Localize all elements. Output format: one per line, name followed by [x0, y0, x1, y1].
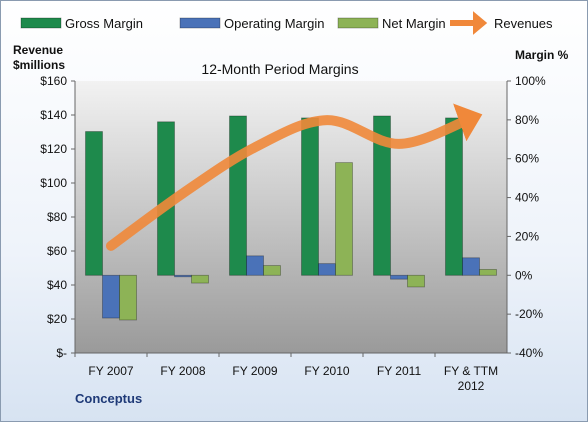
- right-tick-label-4: 40%: [515, 191, 539, 205]
- bar-net-margin-4: [408, 275, 425, 287]
- bar-net-margin-0: [120, 275, 137, 320]
- bar-operating-margin-3: [319, 264, 336, 276]
- left-tick-label-3: $60: [47, 244, 67, 258]
- bar-net-margin-3: [336, 163, 353, 276]
- left-tick-label-5: $100: [40, 176, 67, 190]
- legend-label-3: Revenues: [494, 16, 553, 31]
- legend-swatch-1: [180, 18, 220, 28]
- right-tick-label-3: 20%: [515, 229, 539, 243]
- bar-operating-margin-1: [175, 275, 192, 277]
- left-tick-label-7: $140: [40, 108, 67, 122]
- x-tick-label-2: FY 2009: [232, 364, 277, 378]
- bar-operating-margin-4: [391, 275, 408, 279]
- right-tick-label-0: -40%: [515, 346, 543, 360]
- left-tick-label-8: $160: [40, 74, 67, 88]
- left-axis-title-line2: $millions: [13, 58, 65, 72]
- left-tick-label-6: $120: [40, 142, 67, 156]
- x-tick-label-5-line2: 2012: [458, 379, 485, 393]
- right-tick-label-2: 0%: [515, 268, 533, 282]
- legend: Gross Margin Operating Margin Net Margin Re…: [21, 16, 553, 31]
- chart-title: 12-Month Period Margins: [201, 61, 358, 77]
- legend-label-0: Gross Margin: [65, 16, 143, 31]
- plot-area: [75, 81, 507, 353]
- bar-gross-margin-5: [446, 118, 463, 275]
- bar-gross-margin-3: [302, 118, 319, 275]
- x-tick-label-3: FY 2010: [304, 364, 349, 378]
- x-tick-label-5: FY & TTM: [444, 364, 498, 378]
- x-tick-label-4: FY 2011: [377, 364, 422, 378]
- right-axis-title: Margin %: [515, 48, 569, 62]
- left-tick-label-4: $80: [47, 210, 67, 224]
- company-label: Conceptus: [75, 391, 142, 406]
- bar-net-margin-5: [480, 269, 497, 275]
- bar-operating-margin-5: [463, 258, 480, 275]
- left-axis-title-line1: Revenue: [13, 43, 63, 57]
- left-tick-label-2: $40: [47, 278, 67, 292]
- legend-label-2: Net Margin: [382, 16, 446, 31]
- right-tick-label-1: -20%: [515, 307, 543, 321]
- right-tick-label-5: 60%: [515, 152, 539, 166]
- right-tick-label-6: 80%: [515, 113, 539, 127]
- x-tick-label-0: FY 2007: [88, 364, 133, 378]
- x-tick-label-1: FY 2008: [160, 364, 205, 378]
- bar-net-margin-1: [192, 275, 209, 283]
- bar-operating-margin-0: [103, 275, 120, 318]
- bar-operating-margin-2: [247, 256, 264, 275]
- bar-gross-margin-0: [86, 132, 103, 276]
- bar-gross-margin-2: [230, 116, 247, 275]
- bar-net-margin-2: [264, 266, 281, 276]
- left-tick-label-0: $-: [56, 346, 67, 360]
- right-tick-label-7: 100%: [515, 74, 546, 88]
- legend-label-1: Operating Margin: [224, 16, 324, 31]
- legend-swatch-2: [338, 18, 378, 28]
- legend-swatch-0: [21, 18, 61, 28]
- left-tick-label-1: $20: [47, 312, 67, 326]
